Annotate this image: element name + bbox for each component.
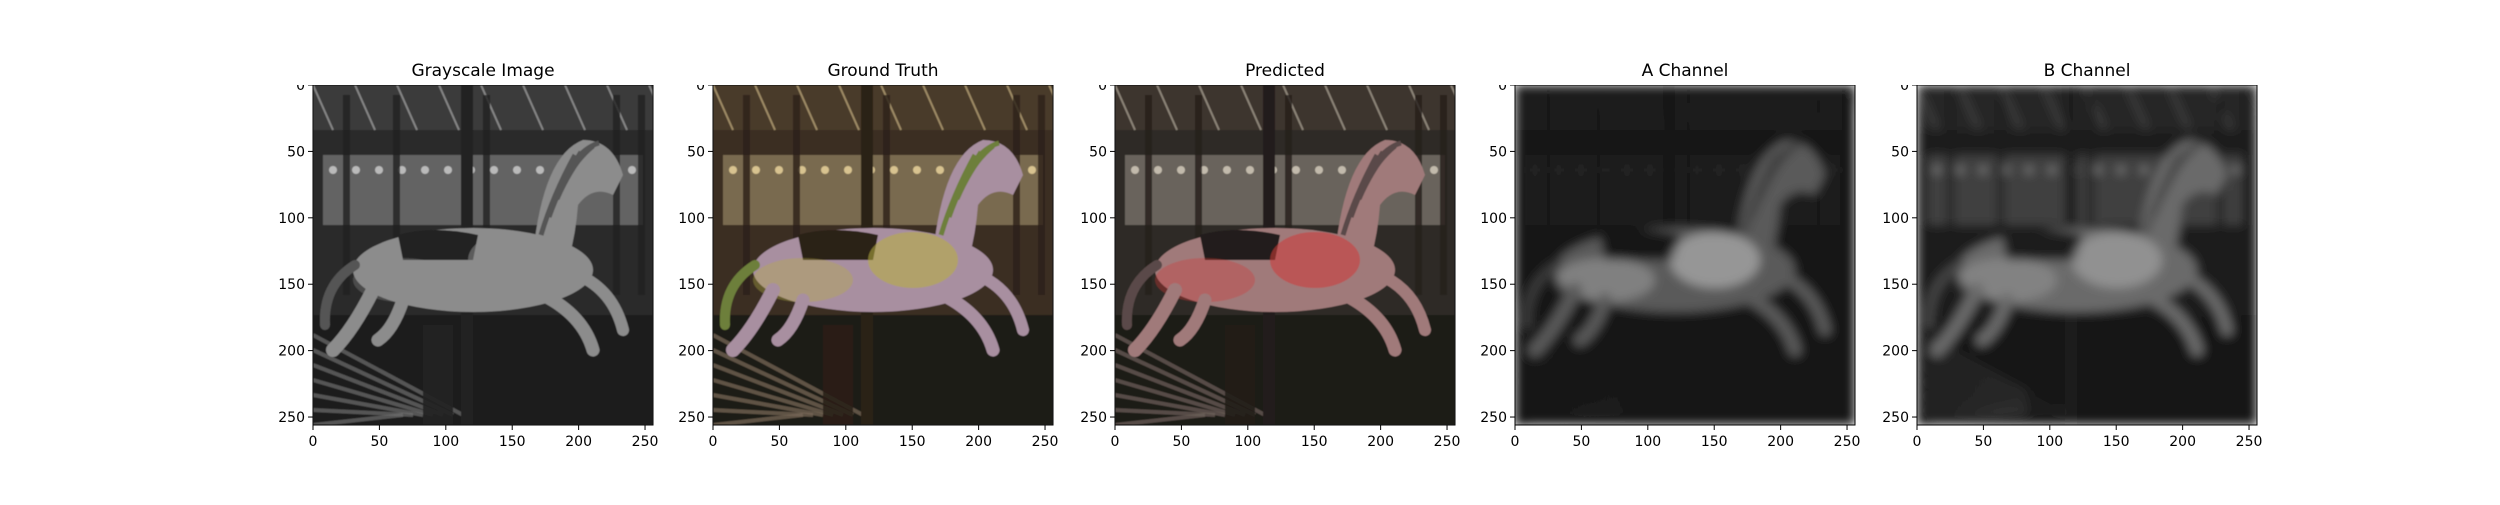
panel-title: B Channel [2043, 61, 2131, 81]
panel-title: Ground Truth [827, 61, 939, 81]
x-tick-label: 250 [1032, 434, 1059, 450]
x-tick-label: 250 [632, 434, 659, 450]
x-tick-label: 150 [499, 434, 526, 450]
x-tick-label: 100 [2036, 434, 2063, 450]
x-tick-label: 50 [1974, 434, 1992, 450]
x-tick-label: 250 [2236, 434, 2263, 450]
panel-title: Grayscale Image [411, 61, 555, 81]
y-tick-label: 150 [1480, 277, 1507, 293]
x-tick-label: 200 [1367, 434, 1394, 450]
x-tick-label: 0 [709, 434, 718, 450]
panel-b-channel: B Channel 0 50 100 150 200 250 0 50 100 150 200 250 [1872, 0, 2292, 500]
panel-grayscale: Grayscale Image 0 50 100 150 200 250 0 50 100 150 2… [268, 0, 688, 500]
x-tick-label: 150 [2103, 434, 2130, 450]
x-tick-label: 0 [1511, 434, 1520, 450]
y-tick-label: 200 [278, 344, 305, 360]
y-tick-label: 200 [1080, 344, 1107, 360]
x-tick-label: 100 [1634, 434, 1661, 450]
image-content [713, 85, 1053, 425]
x-tick-label: 50 [370, 434, 388, 450]
image-content [1515, 85, 1855, 425]
axes-frame [1514, 85, 1856, 426]
y-tick-label: 100 [278, 211, 305, 227]
axes-frame [712, 85, 1054, 426]
panel-title: Predicted [1245, 61, 1325, 81]
y-tick-label: 100 [1480, 211, 1507, 227]
x-tick-label: 200 [2169, 434, 2196, 450]
x-tick-label: 0 [1913, 434, 1922, 450]
y-tick-label: 250 [678, 410, 705, 426]
image-content [1917, 85, 2257, 425]
x-tick-label: 100 [832, 434, 859, 450]
x-tick-label: 200 [965, 434, 992, 450]
axes-frame [1114, 85, 1456, 426]
x-tick-label: 150 [1301, 434, 1328, 450]
axes-frame [312, 85, 654, 426]
y-tick-label: 200 [1882, 344, 1909, 360]
x-tick-label: 250 [1834, 434, 1861, 450]
y-tick-label: 250 [278, 410, 305, 426]
y-tick-label: 0 [1098, 85, 1107, 94]
y-tick-label: 0 [696, 85, 705, 94]
y-tick-label: 50 [687, 144, 705, 160]
y-tick-label: 250 [1080, 410, 1107, 426]
x-tick-label: 0 [1111, 434, 1120, 450]
y-tick-label: 0 [296, 85, 305, 94]
y-tick-label: 150 [1080, 277, 1107, 293]
y-tick-label: 100 [1882, 211, 1909, 227]
x-tick-label: 150 [1701, 434, 1728, 450]
y-tick-label: 250 [1480, 410, 1507, 426]
y-tick-label: 50 [1489, 144, 1507, 160]
x-tick-label: 50 [1572, 434, 1590, 450]
x-tick-label: 100 [1234, 434, 1261, 450]
panel-predicted: Predicted 0 50 100 150 200 250 0 50 100 150 200 250 [1070, 0, 1490, 500]
y-tick-label: 50 [1089, 144, 1107, 160]
y-tick-label: 100 [678, 211, 705, 227]
y-tick-label: 50 [287, 144, 305, 160]
image-content [313, 85, 653, 425]
axes-frame [1916, 85, 2258, 426]
x-tick-label: 200 [1767, 434, 1794, 450]
y-tick-label: 150 [678, 277, 705, 293]
panel-title: A Channel [1641, 61, 1729, 81]
x-tick-label: 150 [899, 434, 926, 450]
y-tick-label: 50 [1891, 144, 1909, 160]
y-tick-label: 0 [1498, 85, 1507, 94]
panel-color: Ground Truth 0 50 100 150 200 250 0 50 100 150 200 2… [668, 0, 1088, 500]
x-tick-label: 50 [770, 434, 788, 450]
x-tick-label: 100 [432, 434, 459, 450]
x-tick-label: 200 [565, 434, 592, 450]
y-tick-label: 150 [278, 277, 305, 293]
y-tick-label: 100 [1080, 211, 1107, 227]
y-tick-label: 0 [1900, 85, 1909, 94]
x-tick-label: 250 [1434, 434, 1461, 450]
x-tick-label: 0 [309, 434, 318, 450]
y-tick-label: 200 [1480, 344, 1507, 360]
panel-a-channel: A Channel 0 50 100 150 200 250 0 50 100 150 200 250 [1470, 0, 1890, 500]
y-tick-label: 250 [1882, 410, 1909, 426]
x-tick-label: 50 [1172, 434, 1190, 450]
image-content [1115, 85, 1455, 425]
y-tick-label: 200 [678, 344, 705, 360]
y-tick-label: 150 [1882, 277, 1909, 293]
